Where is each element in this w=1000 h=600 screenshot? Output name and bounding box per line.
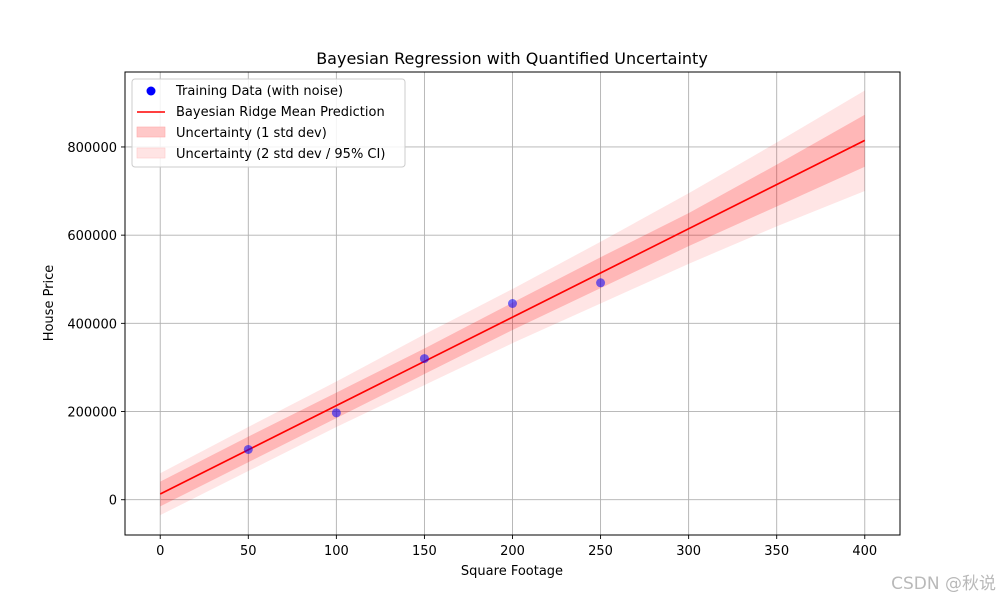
y-tick-label-4: 800000 xyxy=(67,141,117,156)
legend-label-training: Training Data (with noise) xyxy=(175,84,343,99)
x-tick-label-2: 100 xyxy=(324,544,349,559)
legend-marker-training xyxy=(146,86,156,96)
mean-line xyxy=(159,139,866,495)
y-axis-ticks: 0 200000 400000 600000 800000 xyxy=(67,141,125,509)
legend: Training Data (with noise) Bayesian Ridg… xyxy=(131,78,406,168)
chart-title: Bayesian Regression with Quantified Unce… xyxy=(316,49,708,68)
training-point-2 xyxy=(419,354,429,364)
x-tick-label-4: 200 xyxy=(500,544,525,559)
legend-label-mean: Bayesian Ridge Mean Prediction xyxy=(176,105,385,120)
mean-prediction-line xyxy=(159,139,866,495)
training-point-1 xyxy=(331,408,341,418)
x-tick-label-5: 250 xyxy=(588,544,613,559)
x-tick-label-8: 400 xyxy=(852,544,877,559)
x-tick-label-1: 50 xyxy=(240,544,257,559)
y-tick-label-1: 200000 xyxy=(67,406,117,421)
legend-marker-1std xyxy=(136,126,166,138)
training-point-4 xyxy=(596,278,606,288)
y-tick-label-2: 400000 xyxy=(67,317,117,332)
training-point-0 xyxy=(243,444,253,454)
y-tick-label-0: 0 xyxy=(109,494,117,509)
x-tick-label-7: 350 xyxy=(764,544,789,559)
y-axis-label: House Price xyxy=(42,265,57,342)
x-axis-ticks: 0 50 100 150 200 250 300 350 400 xyxy=(156,535,877,559)
legend-label-1std: Uncertainty (1 std dev) xyxy=(176,126,327,141)
watermark: CSDN @秋说 xyxy=(891,574,996,594)
x-tick-label-3: 150 xyxy=(412,544,437,559)
legend-marker-2std xyxy=(136,147,166,159)
legend-label-2std: Uncertainty (2 std dev / 95% CI) xyxy=(176,147,385,162)
legend-box xyxy=(131,78,406,168)
x-tick-label-0: 0 xyxy=(156,544,164,559)
x-axis-label: Square Footage xyxy=(461,564,563,579)
training-points xyxy=(243,278,606,454)
y-tick-label-3: 600000 xyxy=(67,229,117,244)
x-tick-label-6: 300 xyxy=(676,544,701,559)
training-point-3 xyxy=(508,299,517,308)
